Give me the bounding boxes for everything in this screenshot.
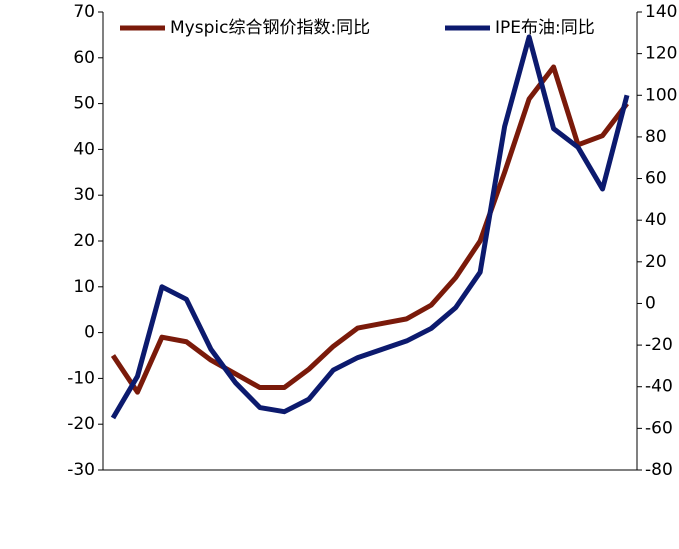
y-tick-label: 20 [73, 231, 95, 251]
y-tick-label: -30 [67, 460, 95, 480]
y2-tick-label: 20 [645, 252, 667, 272]
legend-label: IPE布油:同比 [495, 18, 595, 38]
y-tick-label: 0 [84, 323, 95, 343]
y-tick-label: 70 [73, 2, 95, 22]
legend-label: Myspic综合钢价指数:同比 [170, 18, 370, 38]
y2-tick-label: 40 [645, 210, 667, 230]
y2-tick-label: -20 [645, 335, 673, 355]
y-tick-label: -20 [67, 414, 95, 434]
y-tick-label: 10 [73, 277, 95, 297]
y-tick-label: 60 [73, 48, 95, 68]
y2-tick-label: -40 [645, 377, 673, 397]
y-tick-label: -10 [67, 368, 95, 388]
y2-tick-label: 60 [645, 169, 667, 189]
y2-tick-label: -60 [645, 418, 673, 438]
y2-tick-label: 0 [645, 293, 656, 313]
y2-tick-label: -80 [645, 460, 673, 480]
y-tick-label: 50 [73, 94, 95, 114]
y-tick-label: 30 [73, 185, 95, 205]
y-tick-label: 40 [73, 139, 95, 159]
y2-tick-label: 100 [645, 85, 677, 105]
y2-tick-label: 80 [645, 127, 667, 147]
y2-tick-label: 120 [645, 44, 677, 64]
y2-tick-label: 140 [645, 2, 677, 22]
series-line [110, 34, 630, 420]
